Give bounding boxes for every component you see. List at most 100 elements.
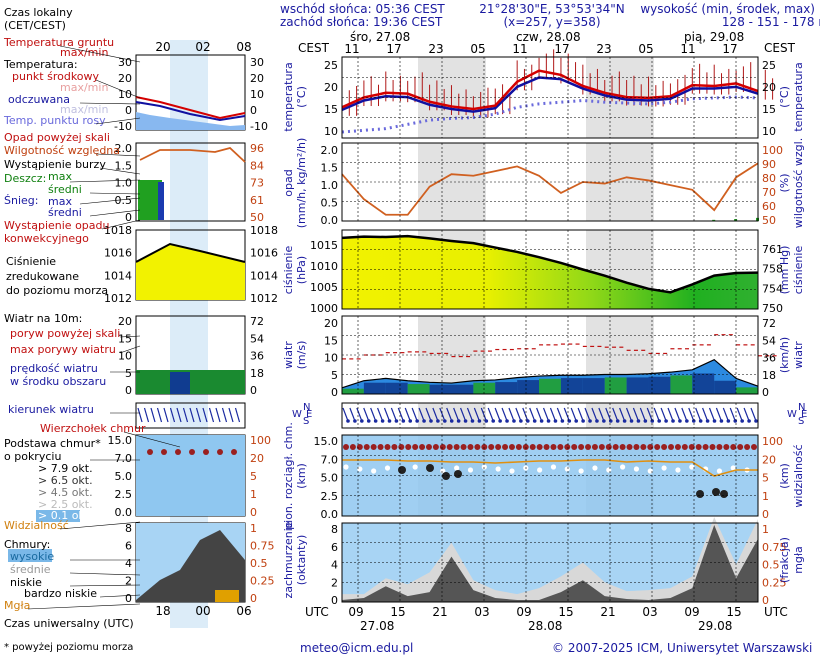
legend-text: średni: [48, 206, 82, 219]
tick-label: 80: [762, 172, 776, 185]
tick-label: 2.5: [115, 488, 133, 501]
tick-label: 0: [125, 211, 132, 224]
cloud-top-dot: [647, 444, 654, 450]
legend-text: max/min: [60, 81, 108, 94]
tick-label: 5: [125, 367, 132, 380]
wind-arrow-head: [539, 419, 544, 423]
wind-arrow: [653, 407, 660, 422]
rain-bar: [734, 219, 738, 221]
legend-text: max porywy wiatru: [10, 343, 116, 356]
wind-arrow: [390, 407, 397, 422]
cloud-top-dot: [432, 444, 439, 450]
legend-cloud-top-dot: [217, 449, 223, 455]
legend-wind-arrow: [189, 407, 195, 423]
legend-text: > 4.5 okt.: [38, 486, 93, 499]
axis-title: (km): [295, 463, 308, 489]
wind-arrow-head: [546, 419, 551, 423]
tick-label: 100: [762, 144, 783, 157]
axis-title: ciśnienie: [792, 246, 805, 295]
tick-label: 754: [762, 282, 783, 295]
wind-arrow-head: [602, 419, 606, 423]
day-label: śro, 27.08: [350, 30, 410, 44]
tick-label: 0: [762, 594, 769, 607]
cloud-base-dot: [343, 464, 349, 470]
axis-title: pion. rozciągł. chm.: [282, 422, 295, 530]
tick-label: 5: [331, 369, 338, 382]
wind-arrow-head: [532, 419, 537, 423]
legend-frame: [135, 142, 246, 222]
legend-cloud-top-dot: [161, 449, 167, 455]
wind-arrow: [377, 407, 384, 422]
tick-label: 84: [250, 159, 264, 172]
cloud-top-dot: [744, 444, 751, 450]
legend-connector: [59, 45, 141, 63]
cloud-top-dot: [612, 444, 619, 450]
tick-label: 36: [250, 350, 264, 363]
legend-cloud-bg: [136, 435, 245, 516]
legend-text: Mgła: [4, 599, 30, 612]
tick-label: 50: [762, 214, 776, 227]
utc-label: UTC: [305, 605, 329, 619]
wind-arrow-head: [470, 419, 475, 423]
wind-arrow-head: [415, 419, 419, 423]
tick-label: 25: [324, 59, 338, 72]
wind-arrow: [667, 407, 674, 422]
wind-arrow: [349, 407, 356, 422]
legend-temp-line: [135, 96, 246, 120]
cloud-top-dot: [550, 444, 557, 450]
tick-label: 0: [762, 386, 769, 399]
wind-block: [539, 378, 561, 394]
tick-label: 0: [762, 508, 769, 521]
wind-arrow-head: [719, 419, 724, 423]
cloud-base-dot: [661, 465, 667, 471]
tick-label: 18: [762, 369, 776, 382]
temperature-line: [341, 69, 759, 111]
tick-label: 1015: [310, 239, 338, 252]
email-link[interactable]: meteo@icm.edu.pl: [300, 641, 413, 655]
wind-arrow: [743, 407, 750, 422]
tick-label: 36: [762, 352, 776, 365]
compass-letter: E: [306, 409, 312, 420]
wind-arrow: [722, 407, 729, 422]
cloud-top-dot: [571, 444, 578, 450]
legend-pressure-line: [135, 242, 246, 263]
legend-cloud-top-dot: [147, 449, 153, 455]
elevation-title: wysokość (min, środek, max): [640, 2, 815, 16]
wind-arrow-head: [512, 419, 516, 423]
cloud-top-dot: [377, 444, 384, 450]
panel-frame: [341, 402, 759, 429]
cloud-top-dot: [578, 444, 585, 450]
wind-arrow: [736, 407, 743, 422]
cloud-top-dot: [751, 444, 757, 450]
compass-letter: W: [787, 409, 797, 420]
tick-label: 750: [762, 302, 783, 315]
tick-label: 1000: [310, 302, 338, 315]
hour-label-bottom: 03: [474, 605, 489, 619]
legend-wind-arrow: [150, 407, 156, 423]
legend-text: zredukowane: [6, 270, 79, 283]
wind-line: [341, 358, 759, 389]
legend-text: > 2.5 okt.: [38, 498, 93, 511]
wind-arrow-head: [671, 419, 675, 423]
legend-fog-bars: [215, 590, 239, 602]
legend-connector: [123, 431, 181, 448]
wind-arrow-head: [519, 419, 523, 423]
axis-title: (°C): [778, 86, 791, 108]
tick-label: 2.0: [321, 144, 339, 157]
hour-label-top: 17: [722, 42, 737, 56]
wind-arrow: [480, 407, 487, 422]
tick-label: 1.0: [321, 179, 339, 192]
compass-letter: S: [798, 416, 804, 427]
tick-label: 1016: [250, 247, 278, 260]
legend-wind-arrow: [143, 407, 150, 423]
axis-title: (hPa): [295, 256, 308, 284]
legend-wind-arrow: [215, 407, 221, 423]
legend-text: Czas lokalny: [4, 6, 73, 19]
cloud-top-dot: [398, 444, 405, 450]
cloud-top-dot: [640, 444, 647, 450]
wind-arrow: [459, 407, 467, 422]
legend-text: prędkość wiatru: [10, 362, 98, 375]
axis-title: wiatr: [792, 341, 805, 369]
legend-text: do poziomu morza: [6, 284, 108, 297]
cloud-base-dot: [440, 468, 446, 474]
